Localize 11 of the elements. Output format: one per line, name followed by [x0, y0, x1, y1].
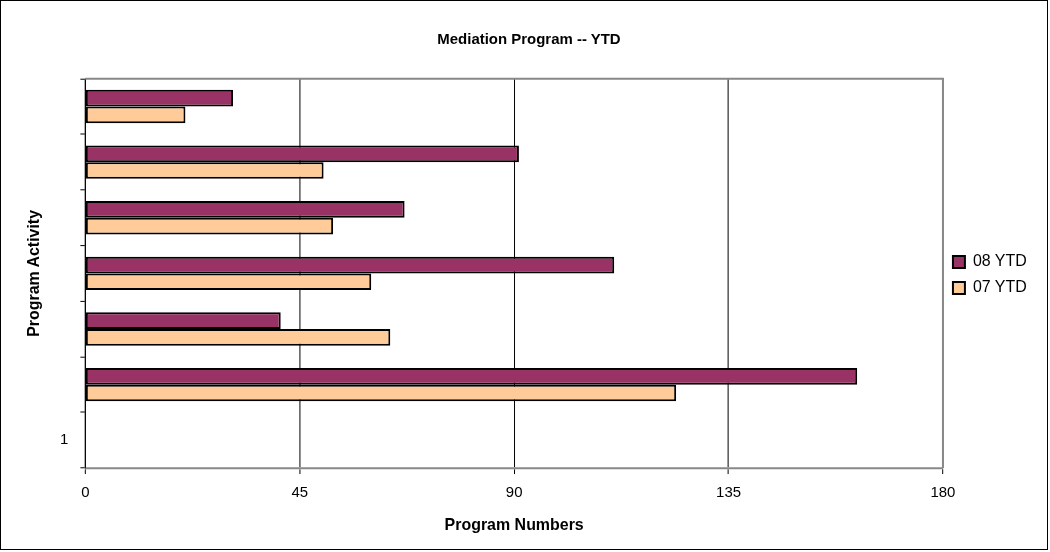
x-tick-label: 0 [81, 483, 90, 501]
legend-label: 08 YTD [972, 252, 1027, 270]
x-tick-label: 45 [291, 483, 309, 501]
x-tick-label: 135 [716, 483, 742, 501]
y-tick-label: 1 [60, 430, 69, 448]
y-axis-title: Program Activity [24, 209, 42, 337]
chart-title: Mediation Program -- YTD [437, 30, 621, 47]
x-tick-label: 90 [505, 483, 523, 501]
legend-label: 07 YTD [972, 278, 1027, 296]
x-axis-title: Program Numbers [444, 515, 584, 533]
x-tick-label: 180 [930, 483, 956, 501]
